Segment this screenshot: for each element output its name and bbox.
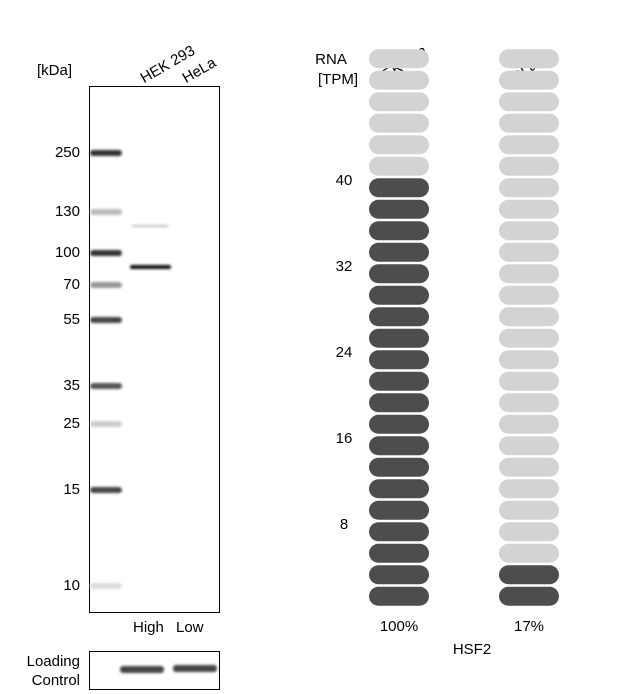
lane-level: Low (176, 619, 204, 636)
marker-label: 250 (55, 144, 80, 161)
segment (369, 500, 429, 520)
segment (499, 328, 559, 348)
segment (499, 479, 559, 499)
segment (369, 543, 429, 563)
segment (499, 543, 559, 563)
segment (369, 350, 429, 370)
marker-label: 130 (55, 203, 80, 220)
segment (499, 307, 559, 327)
segment (499, 522, 559, 542)
segment (369, 221, 429, 241)
marker-band (90, 317, 122, 323)
segment (369, 586, 429, 606)
band (130, 265, 171, 269)
loading-label: Control (32, 672, 80, 689)
marker-band (90, 583, 122, 589)
percent-label: 17% (514, 618, 544, 635)
segment (369, 49, 429, 69)
segment (499, 264, 559, 284)
segment (499, 199, 559, 219)
tpm-tick: 8 (340, 516, 348, 533)
segment (499, 350, 559, 370)
segment (499, 436, 559, 456)
marker-label: 15 (63, 481, 80, 498)
segment (369, 565, 429, 585)
segment (499, 221, 559, 241)
marker-band (90, 383, 122, 389)
rna-label: RNA (315, 51, 347, 68)
segment (369, 457, 429, 477)
segment (369, 135, 429, 155)
marker-band (90, 282, 122, 288)
marker-label: 35 (63, 377, 80, 394)
segment (369, 393, 429, 413)
bands (90, 150, 217, 673)
segment (499, 178, 559, 198)
segment (369, 522, 429, 542)
marker-label: 70 (63, 276, 80, 293)
segment (499, 500, 559, 520)
segment (499, 70, 559, 90)
segment (499, 371, 559, 391)
segment (499, 285, 559, 305)
lane-level: High (133, 619, 164, 636)
blot-frame (89, 86, 220, 613)
marker-label: 10 (63, 577, 80, 594)
segment (369, 92, 429, 112)
segment (499, 156, 559, 176)
marker-band (90, 421, 122, 427)
rna-label: [TPM] (318, 71, 358, 88)
marker-band (90, 487, 122, 493)
marker-label: 55 (63, 311, 80, 328)
tpm-tick: 24 (336, 344, 353, 361)
segment (499, 135, 559, 155)
marker-band (90, 250, 122, 256)
segment (369, 242, 429, 262)
tpm-tick: 32 (336, 258, 353, 275)
segment (369, 113, 429, 133)
segment (369, 285, 429, 305)
band (132, 225, 168, 227)
segment (499, 414, 559, 434)
segment (369, 70, 429, 90)
loading-label: Loading (27, 653, 80, 670)
segment (369, 156, 429, 176)
segment (499, 49, 559, 69)
segment (499, 393, 559, 413)
gene-label: HSF2 (453, 641, 491, 658)
segment (499, 457, 559, 477)
segment (369, 307, 429, 327)
segment (499, 113, 559, 133)
segment (369, 479, 429, 499)
segment (499, 92, 559, 112)
band (173, 665, 217, 672)
segment (499, 242, 559, 262)
kda-label: [kDa] (37, 62, 72, 79)
marker-label: 25 (63, 415, 80, 432)
segment (369, 328, 429, 348)
band (120, 666, 164, 673)
segment (369, 414, 429, 434)
segment (499, 586, 559, 606)
marker-label: 100 (55, 244, 80, 261)
segment (499, 565, 559, 585)
segment (369, 371, 429, 391)
marker-band (90, 150, 122, 156)
marker-band (90, 209, 122, 215)
segment (369, 264, 429, 284)
tpm-tick: 16 (336, 430, 353, 447)
segment (369, 178, 429, 198)
percent-label: 100% (380, 618, 418, 635)
segment (369, 436, 429, 456)
tpm-tick: 40 (336, 172, 353, 189)
segment (369, 199, 429, 219)
